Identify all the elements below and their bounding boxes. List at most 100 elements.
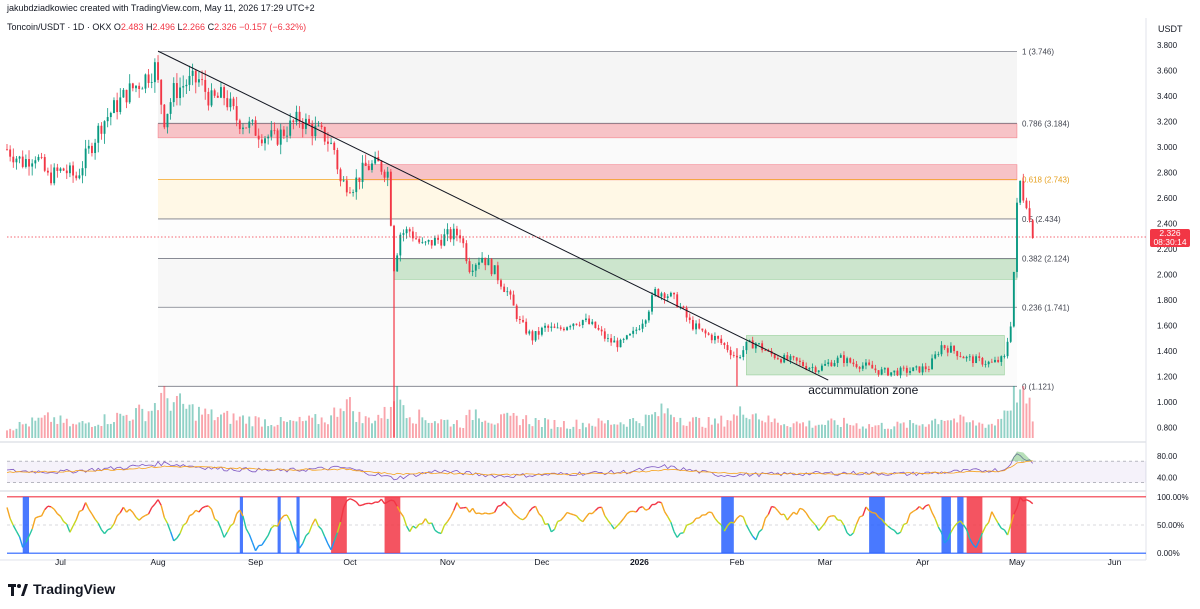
candle-body [197,79,200,83]
candle-body [449,229,452,240]
osc2-series-segment [311,518,316,525]
osc2-series-segment [962,524,968,531]
volume-bar [666,408,669,438]
price-tick-label: 1.200 [1157,372,1178,381]
volume-bar [588,423,591,438]
volume-bar [1009,410,1012,438]
candle-body [245,127,248,129]
osc2-signal-block [384,496,401,554]
osc2-series-segment [9,518,14,526]
osc2-series-segment [75,511,81,521]
osc2-series-segment [789,511,795,517]
volume-bar [663,413,666,438]
tradingview-brand[interactable]: TradingView [8,581,115,597]
volume-bar [795,421,798,438]
volume-bar [487,422,490,438]
time-tick-label: 2026 [630,557,649,567]
volume-bar [84,423,87,438]
candle-body [695,323,698,330]
osc2-series-segment [63,521,68,525]
volume-bar [251,426,254,438]
volume-bar [855,423,858,438]
osc2-series-segment [774,506,779,512]
volume-bar [304,420,307,438]
candle-body [937,354,940,356]
volume-bar [21,424,24,438]
osc2-series-segment [431,522,436,531]
osc2-series-segment [380,498,386,505]
volume-bar [566,428,569,438]
osc2-series-segment [113,515,118,525]
osc2-series-segment [412,525,417,529]
candle-body [943,345,946,349]
volume-bar [336,416,339,438]
volume-bar [46,412,49,438]
candle-body [635,329,638,331]
volume-bar [905,427,908,438]
candle-body [540,327,543,335]
osc2-series-segment [85,502,90,510]
osc2-series-segment [786,515,792,521]
volume-bar [732,414,735,438]
osc2-series-segment [950,526,955,533]
volume-bar [254,416,257,438]
volume-bar [100,426,103,438]
volume-bar [81,421,84,438]
osc2-series-segment [343,500,348,508]
volume-bar [921,424,924,438]
volume-bar [852,425,855,438]
candle-body [248,121,251,128]
candle-body [56,167,59,171]
time-tick-label: Sep [248,557,263,567]
candle-body [367,165,370,170]
candle-body [877,370,880,375]
candle-body [534,331,537,341]
osc2-series-segment [846,532,851,537]
candle-body [569,326,572,328]
osc2-series-segment [1019,496,1024,502]
volume-bar [871,426,874,438]
candle-body [1025,200,1028,209]
candle-body [9,149,12,157]
osc2-series-segment [12,525,18,532]
candle-body [380,161,383,172]
candle-body [820,365,823,371]
osc2-series-segment [1003,529,1009,536]
osc2-series-segment [468,507,474,513]
candle-body [780,359,782,363]
volume-bar [846,423,849,438]
candle-body [1019,180,1022,203]
osc2-series-segment [978,532,984,541]
fib-level-label: 0.5 (2.434) [1022,215,1061,224]
osc2-series-segment [811,521,817,526]
volume-bar [726,420,729,438]
volume-bar [987,424,990,438]
candle-body [128,83,131,103]
volume-bar [326,424,329,438]
candle-body [424,241,427,243]
volume-bar [723,426,726,438]
candle-body [68,165,71,174]
volume-bar [975,425,978,438]
volume-bar [185,408,188,438]
osc2-series-segment [714,517,719,523]
price-tick-label: 2.200 [1157,245,1178,254]
volume-bar [298,416,301,438]
candle-body [597,327,600,330]
candle-body [28,159,30,167]
candle-body [817,370,820,372]
candle-body [144,74,147,89]
candle-body [578,324,581,326]
volume-bar [931,420,933,438]
volume-bar [575,419,578,438]
volume-bar [270,425,273,438]
volume-bar [87,422,90,438]
volume-bar [729,420,732,438]
candle-body [713,336,716,341]
osc2-series-segment [6,507,11,519]
osc2-signal-block [957,496,964,554]
volume-bar [342,411,345,438]
osc2-series-segment [339,507,345,523]
volume-bar [654,412,657,438]
